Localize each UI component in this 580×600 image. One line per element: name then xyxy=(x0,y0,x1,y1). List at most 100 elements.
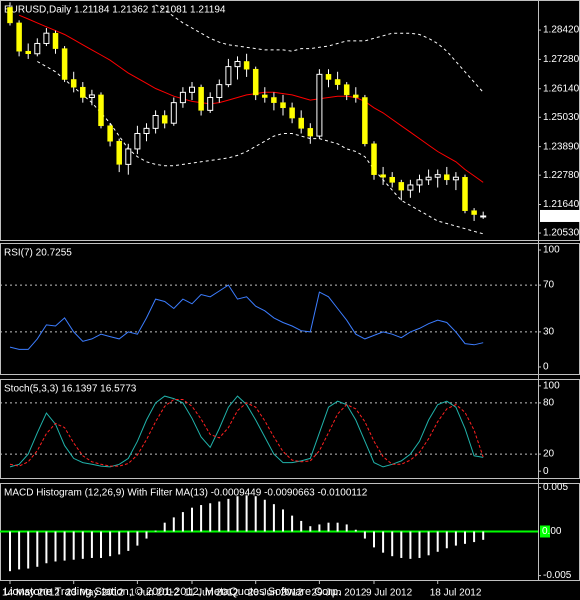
candle-body xyxy=(25,50,31,55)
candle-body xyxy=(134,133,141,150)
candle-body xyxy=(198,86,204,111)
candle-body xyxy=(262,94,268,98)
overlay-line xyxy=(37,61,484,235)
y-tick-label: 100 xyxy=(543,380,560,391)
histogram-bar xyxy=(109,531,112,557)
y-tick-label: 1.23890 xyxy=(543,141,580,152)
candle-body xyxy=(480,215,487,218)
histogram-bar xyxy=(254,496,257,532)
candle-body xyxy=(161,115,168,124)
histogram-bar xyxy=(391,531,394,557)
candle-body xyxy=(16,22,22,52)
histogram-bar xyxy=(400,531,403,558)
histogram-bar xyxy=(191,507,193,532)
histogram-bar xyxy=(63,531,66,561)
histogram-bar xyxy=(382,531,385,553)
histogram-bar xyxy=(154,530,157,532)
y-tick-label: 1.21640 xyxy=(543,199,580,210)
histogram-bar xyxy=(345,524,348,532)
indicator-line xyxy=(9,395,484,468)
histogram-bar xyxy=(282,509,284,532)
y-tick-label: 0 xyxy=(543,466,549,477)
candle-body xyxy=(70,79,77,88)
x-tick-label: 20 Jun 2012 xyxy=(248,588,303,599)
candle-body xyxy=(143,127,150,135)
histogram-bar xyxy=(409,531,412,559)
candle-body xyxy=(234,60,241,68)
histogram-bar xyxy=(227,498,230,532)
histogram-bar xyxy=(263,499,266,532)
histogram-bar xyxy=(464,531,466,544)
candle-body xyxy=(243,61,250,70)
histogram-bar xyxy=(90,531,93,558)
histogram-bar xyxy=(336,522,339,532)
candle-body xyxy=(434,174,441,178)
overlay-line xyxy=(155,4,484,93)
x-tick-label: 23 May 2012 xyxy=(66,588,124,599)
candle-body xyxy=(298,117,304,129)
histogram-bar xyxy=(127,531,130,551)
overlay-line xyxy=(18,14,484,183)
candle-body xyxy=(170,102,177,124)
indicator-line xyxy=(9,399,484,467)
candle-body xyxy=(207,96,214,111)
candle-body xyxy=(98,94,104,127)
candle-body xyxy=(252,68,259,96)
y-tick-label: 0.005 xyxy=(543,482,568,493)
candle-body xyxy=(343,84,350,96)
histogram-bar xyxy=(454,531,457,546)
candle-body xyxy=(116,140,122,165)
candle-body xyxy=(380,174,386,178)
histogram-bar xyxy=(245,495,248,532)
y-tick-label: 1.20530 xyxy=(543,228,580,239)
candle-body xyxy=(407,184,414,191)
candle-body xyxy=(371,143,377,175)
panel-title: Stoch(5,3,3) 16.1397 16.5773 xyxy=(4,384,137,395)
candle-body xyxy=(471,210,477,215)
histogram-bar xyxy=(181,512,184,532)
y-tick-label: 100 xyxy=(543,245,560,256)
histogram-bar xyxy=(54,531,57,562)
histogram-bar xyxy=(482,531,485,540)
y-tick-label: 0.00 xyxy=(542,526,562,537)
candle-body xyxy=(416,179,423,186)
histogram-bar xyxy=(163,522,166,532)
candle-body xyxy=(280,102,286,109)
candle-body xyxy=(43,32,50,44)
candle-body xyxy=(80,86,86,98)
candle-body xyxy=(462,176,468,211)
candle-body xyxy=(389,176,395,183)
histogram-bar xyxy=(218,501,221,532)
y-tick-label: -0.005 xyxy=(543,570,572,581)
histogram-bar xyxy=(27,531,30,569)
candle-body xyxy=(325,74,332,80)
histogram-bar xyxy=(309,526,312,532)
histogram-bar xyxy=(373,531,375,548)
panel-title: EURUSD,Daily 1.21184 1.21362 1.21081 1.2… xyxy=(4,5,226,16)
histogram-bar xyxy=(200,505,203,532)
x-tick-label: 1 Jun 2012 xyxy=(129,588,179,599)
candle-body xyxy=(271,97,277,103)
candle-body xyxy=(307,128,314,137)
histogram-bar xyxy=(318,524,321,532)
histogram-bar xyxy=(118,531,121,555)
candle-body xyxy=(452,176,459,181)
histogram-bar xyxy=(473,531,476,543)
histogram-bar xyxy=(145,531,148,539)
x-tick-label: 9 Jul 2012 xyxy=(366,588,413,599)
candle-body xyxy=(334,79,341,85)
histogram-bar xyxy=(100,531,102,558)
histogram-bar xyxy=(300,520,303,532)
candle-body xyxy=(444,174,450,181)
y-tick-label: 1.25030 xyxy=(543,112,580,123)
panel-title: RSI(7) 20.7255 xyxy=(4,248,72,259)
y-tick-label: 1.28420 xyxy=(543,25,580,36)
candle-body xyxy=(353,94,359,98)
candle-body xyxy=(362,97,368,145)
x-tick-label: 29 Jun 2012 xyxy=(311,588,366,599)
candle-body xyxy=(152,114,159,129)
histogram-bar xyxy=(18,531,21,570)
